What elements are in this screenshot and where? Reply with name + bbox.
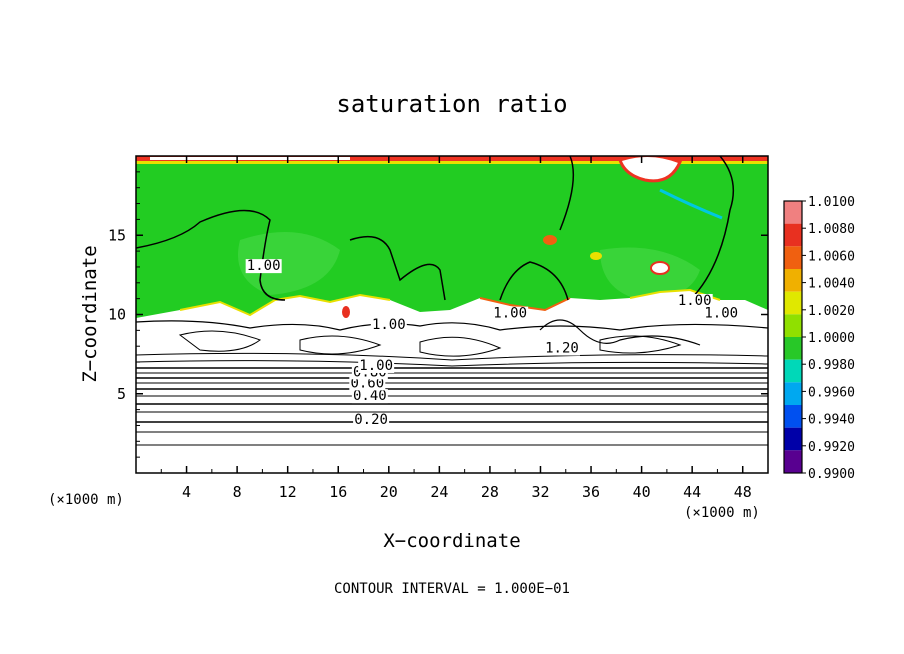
contour-label-bg	[245, 259, 282, 274]
x-tick-label: 8	[233, 483, 242, 501]
colorbar-level-label: 1.0000	[808, 331, 855, 346]
contour-label: 1.00	[247, 258, 281, 274]
x-axis: 4 8 12 16 20 24 28 32 36 40 44 48	[160, 156, 752, 501]
x-tick-label: 20	[380, 483, 398, 501]
x-tick-label: 36	[582, 483, 600, 501]
contour-label-bg	[353, 412, 390, 427]
colorbar-level-label: 1.0040	[808, 277, 855, 292]
colorbar-swatch	[784, 382, 802, 405]
colorbar-swatch	[784, 291, 802, 315]
contour-label-bg	[370, 317, 407, 332]
x-tick-label: 4	[182, 483, 191, 501]
contour-lines	[136, 156, 768, 446]
colorbar-level-label: 0.9980	[808, 358, 855, 373]
boundary-fringe	[179, 293, 391, 317]
contour-label-bg	[492, 306, 529, 321]
colorbar-level-label: 0.9920	[808, 440, 855, 455]
contour-band	[136, 352, 768, 361]
colorbar-level-label: 0.9940	[808, 413, 855, 428]
contour-mid-loops	[178, 330, 682, 357]
x-tick-label: 24	[430, 483, 448, 501]
top-white-band	[150, 157, 350, 160]
contour-label-bg	[543, 341, 580, 356]
x-tick-label: 44	[683, 483, 701, 501]
contour-1.00-upper	[136, 156, 735, 301]
contour-label: 1.00	[704, 306, 738, 322]
y-axis-title: Z−coordinate	[79, 245, 101, 382]
light-green-patch	[600, 247, 700, 300]
contour-labels: 0.200.400.600.801.001.001.001.201.001.00…	[245, 258, 740, 428]
x-tick-label: 40	[633, 483, 651, 501]
colorbar-level-label: 0.9960	[808, 385, 855, 400]
x-tick-label: 16	[329, 483, 347, 501]
contour-band	[136, 360, 768, 367]
warm-spot	[650, 261, 670, 275]
top-yellow-band	[136, 161, 768, 164]
y-axis: 5 10 15	[108, 171, 768, 458]
contour-label-bg	[703, 306, 740, 321]
contour-1.00-mid	[136, 320, 768, 331]
colorbar-level-label: 1.0020	[808, 304, 855, 319]
saturation-field	[136, 156, 768, 473]
colorbar-swatch	[784, 359, 802, 383]
colorbar-level-label: 1.0100	[808, 195, 855, 210]
colorbar-swatch	[784, 246, 802, 269]
x-tick-label: 28	[481, 483, 499, 501]
contour-1.20	[539, 319, 701, 346]
x-unit-left: (×1000 m)	[48, 492, 124, 508]
colorbar-swatch	[784, 405, 802, 428]
contour-label-bg	[676, 293, 713, 308]
chart-title: saturation ratio	[336, 90, 567, 118]
contour-label: 1.00	[678, 293, 712, 309]
colorbar-level-label: 0.9900	[808, 467, 855, 482]
contour-label: 1.00	[372, 317, 406, 333]
white-region	[136, 290, 768, 473]
x-axis-title: X−coordinate	[383, 530, 520, 552]
warm-spot	[590, 252, 602, 260]
contour-label: 0.40	[353, 388, 387, 404]
warm-spot	[543, 235, 557, 245]
colorbar-swatch	[784, 269, 802, 292]
colorbar-swatch	[784, 337, 802, 360]
contour-interval-note: CONTOUR INTERVAL = 1.000E−01	[334, 581, 570, 597]
contour-label-bg	[349, 376, 386, 391]
y-tick-label: 10	[108, 306, 126, 324]
colorbar-swatch	[784, 223, 802, 247]
colorbar-swatch	[784, 201, 802, 224]
top-red-band	[136, 156, 768, 161]
colorbar-swatch	[784, 450, 802, 473]
contour-label: 1.00	[359, 358, 393, 374]
contour-label-bg	[351, 389, 388, 404]
warm-spot	[342, 306, 350, 318]
cyan-streak	[659, 188, 723, 220]
contour-label: 1.00	[493, 306, 527, 322]
colorbar-swatch	[784, 314, 802, 337]
light-green-patch	[238, 232, 340, 295]
x-tick-label: 32	[531, 483, 549, 501]
colorbar-swatch	[784, 427, 802, 451]
colorbar-level-label: 1.0060	[808, 249, 855, 264]
colorbar: 1.0100 1.0080 1.0060 1.0040 1.0020 1.0000 0.99…	[783, 195, 855, 482]
x-unit-right: (×1000 m)	[684, 505, 760, 521]
contour-label: 0.60	[350, 375, 384, 391]
top-right-blob	[618, 156, 682, 183]
x-tick-label: 48	[734, 483, 752, 501]
contour-label: 1.20	[545, 341, 579, 357]
x-tick-label: 12	[279, 483, 297, 501]
contour-label: 0.20	[354, 412, 388, 428]
y-tick-label: 5	[117, 385, 126, 403]
colorbar-level-label: 1.0080	[808, 222, 855, 237]
y-tick-label: 15	[108, 226, 126, 244]
contour-label-bg	[358, 358, 395, 373]
